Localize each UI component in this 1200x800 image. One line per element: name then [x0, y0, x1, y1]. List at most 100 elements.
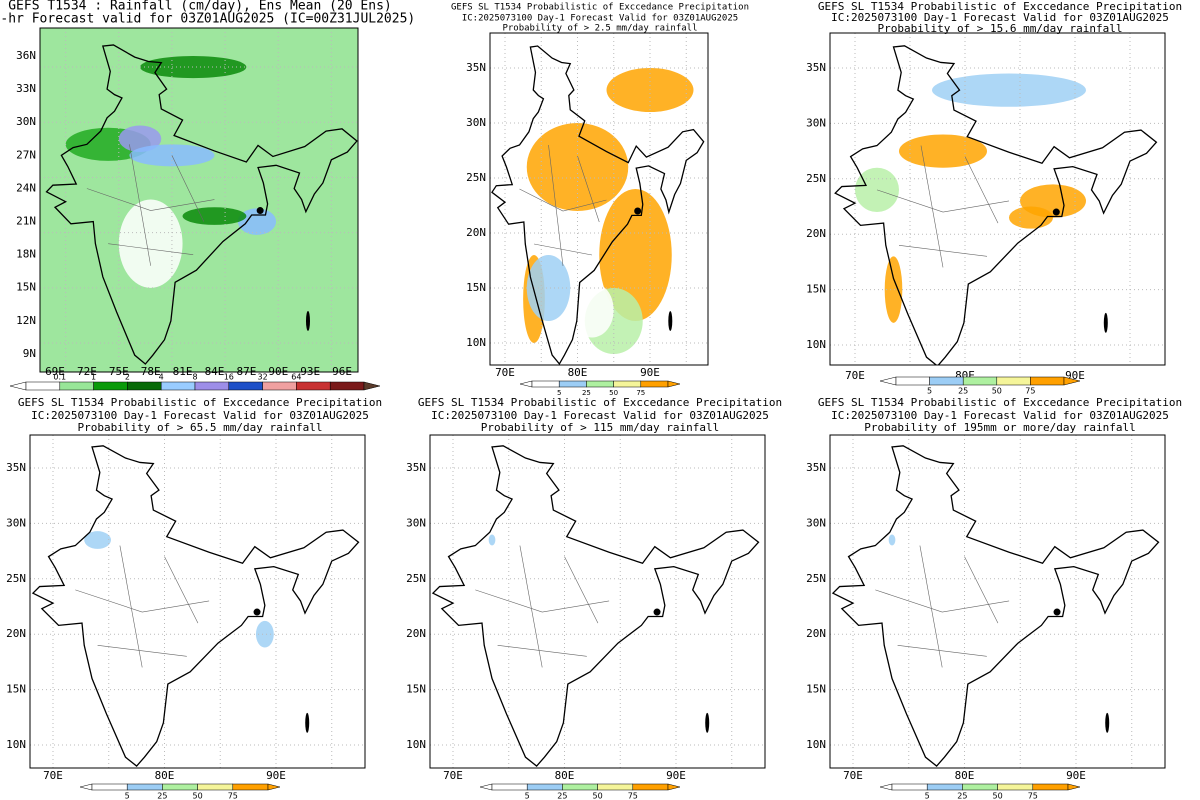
- colorbar-label: 25: [557, 792, 567, 800]
- rain-field: [84, 531, 111, 549]
- colorbar-label: 5: [125, 792, 130, 800]
- rain-field: [899, 134, 987, 168]
- lat-label: 15N: [466, 281, 486, 294]
- map-panel: GEFS SL T1534 Probabilistic of Exccedanc…: [6, 396, 382, 800]
- rain-field: [488, 534, 496, 546]
- lon-label: 70E: [495, 366, 515, 379]
- colorbar-end: [363, 381, 381, 391]
- colorbar-end: [1063, 376, 1081, 386]
- lat-label: 15N: [16, 281, 36, 294]
- colorbar-label: 75: [1028, 792, 1038, 800]
- lat-label: 15N: [806, 283, 826, 296]
- colorbar-segment: [197, 783, 234, 791]
- panel-title: Probability of > 2.5 mm/day rainfall: [502, 24, 697, 34]
- colorbar-segment: [232, 783, 269, 791]
- island: [1105, 712, 1110, 733]
- delta: [256, 207, 264, 215]
- lat-label: 18N: [16, 248, 36, 261]
- panel-title: GEFS SL T1534 Probabilistic of Exccedanc…: [451, 3, 749, 13]
- panel-title: GEFS SL T1534 Probabilistic of Exccedanc…: [818, 0, 1182, 13]
- colorbar-label: 25: [957, 792, 967, 800]
- colorbar-label: 5: [557, 389, 561, 397]
- panel-title: GEFS SL T1534 Probabilistic of Exccedanc…: [818, 396, 1182, 409]
- panel-title: Probability of > 15.6 mm/day rainfall: [877, 22, 1122, 35]
- lon-label: 90E: [640, 366, 660, 379]
- lat-label: 15N: [406, 683, 426, 696]
- lat-label: 20N: [806, 627, 826, 640]
- colorbar-segment: [262, 381, 297, 391]
- india-outline: [834, 45, 1158, 365]
- lat-label: 30N: [16, 115, 36, 128]
- lon-label: 90E: [268, 365, 288, 378]
- lon-label: 90E: [266, 769, 286, 782]
- district-lines: [519, 144, 607, 267]
- map-frame: [489, 32, 709, 366]
- lat-label: 35N: [806, 61, 826, 74]
- lat-label: 25N: [466, 171, 486, 184]
- lon-label: 70E: [843, 769, 863, 782]
- map-background: [40, 28, 358, 372]
- colorbar-segment: [1030, 376, 1065, 386]
- lat-label: 20N: [406, 627, 426, 640]
- colorbar-label: 75: [228, 792, 238, 800]
- colorbar-label: 1: [91, 373, 96, 382]
- colorbar-segment: [997, 783, 1034, 791]
- india-outline: [431, 445, 760, 767]
- lon-label: 78E: [141, 365, 161, 378]
- map-area: [30, 435, 365, 768]
- map-frame: [39, 27, 359, 373]
- colorbar-label: 50: [993, 792, 1003, 800]
- colorbar-segment: [558, 380, 587, 388]
- colorbar-segment: [162, 783, 198, 791]
- lat-label: 10N: [406, 738, 426, 751]
- lat-label: 33N: [16, 82, 36, 95]
- lat-label: 36N: [16, 49, 36, 62]
- delta: [653, 608, 661, 616]
- rain-field: [570, 282, 614, 338]
- colorbar-label: 2: [125, 373, 130, 382]
- map-frame: [829, 32, 1166, 366]
- india-outline: [45, 44, 358, 365]
- colorbar-label: 75: [1025, 387, 1035, 396]
- colorbar-label: 50: [593, 792, 603, 800]
- colorbar-end: [9, 381, 27, 391]
- map-background: [430, 435, 765, 768]
- lat-label: 35N: [466, 61, 486, 74]
- colorbar-segment: [586, 380, 614, 388]
- colorbar-segment: [491, 783, 528, 791]
- map-area: [830, 435, 1165, 768]
- lon-label: 69E: [45, 365, 65, 378]
- colorbar-label: 5: [927, 387, 932, 396]
- colorbar-segment: [194, 381, 230, 391]
- island: [305, 712, 310, 733]
- colorbar-segment: [93, 381, 128, 391]
- panel-title: IC:2025073100 Day-1 Forecast Valid for 0…: [831, 11, 1169, 24]
- lat-label: 35N: [6, 461, 26, 474]
- colorbar-label: 16: [224, 373, 234, 382]
- rain-field: [237, 208, 277, 235]
- map-area: [830, 33, 1165, 365]
- map-frame: [429, 434, 766, 769]
- lon-label: 90E: [1066, 769, 1086, 782]
- colorbar-label: 25: [157, 792, 167, 800]
- rain-field: [884, 256, 903, 323]
- colorbar-end: [267, 783, 281, 791]
- india-outline: [831, 445, 1160, 767]
- rain-field: [140, 56, 247, 79]
- panel-title: Probability of 195mm or more/day rainfal…: [864, 421, 1136, 434]
- colorbar-end: [79, 783, 93, 791]
- lon-label: 72E: [77, 365, 97, 378]
- colorbar-segment: [296, 381, 331, 391]
- lat-label: 10N: [806, 738, 826, 751]
- colorbar-segment: [91, 783, 128, 791]
- lat-label: 9N: [23, 347, 36, 360]
- lon-label: 80E: [568, 366, 588, 379]
- colorbar-segment: [926, 783, 963, 791]
- rain-field: [599, 189, 672, 321]
- colorbar-segment: [526, 783, 563, 791]
- map-frame: [29, 434, 366, 769]
- lon-label: 96E: [332, 365, 352, 378]
- lat-label: 35N: [406, 461, 426, 474]
